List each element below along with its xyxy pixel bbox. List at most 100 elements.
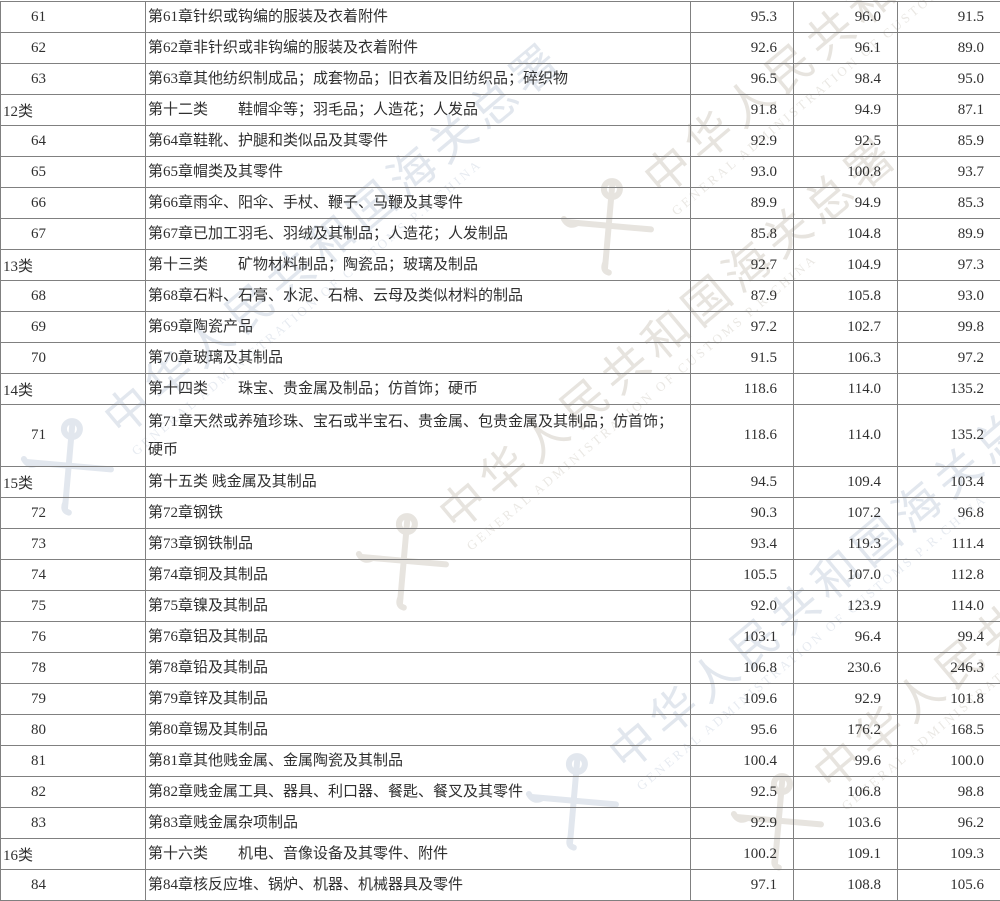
value-1-cell: 94.5 <box>691 467 794 498</box>
value-1-cell: 103.1 <box>691 622 794 653</box>
table-row: 14类 第十四类 珠宝、贵金属及制品；仿首饰；硬币 118.6 114.0 13… <box>1 374 1000 405</box>
table-row: 81 第81章其他贱金属、金属陶瓷及其制品 100.4 99.6 100.0 <box>1 746 1000 777</box>
table-row: 83 第83章贱金属杂项制品 92.9 103.6 96.2 <box>1 808 1000 839</box>
desc-cell: 第67章已加工羽毛、羽绒及其制品；人造花；人发制品 <box>146 219 691 250</box>
table-row: 12类 第十二类 鞋帽伞等；羽毛品；人造花；人发品 91.8 94.9 87.1 <box>1 95 1000 126</box>
desc-cell: 第71章天然或养殖珍珠、宝石或半宝石、贵金属、包贵金属及其制品；仿首饰；硬币 <box>146 405 691 467</box>
desc-cell: 第75章镍及其制品 <box>146 591 691 622</box>
table-row: 64 第64章鞋靴、护腿和类似品及其零件 92.9 92.5 85.9 <box>1 126 1000 157</box>
table-row: 76 第76章铝及其制品 103.1 96.4 99.4 <box>1 622 1000 653</box>
value-2-cell: 114.0 <box>794 374 898 405</box>
code-cell: 74 <box>1 560 146 591</box>
code-cell: 78 <box>1 653 146 684</box>
value-1-cell: 109.6 <box>691 684 794 715</box>
value-2-cell: 109.4 <box>794 467 898 498</box>
value-3-cell: 85.9 <box>898 126 1000 157</box>
value-2-cell: 102.7 <box>794 312 898 343</box>
value-1-cell: 89.9 <box>691 188 794 219</box>
value-2-cell: 94.9 <box>794 188 898 219</box>
code-cell: 70 <box>1 343 146 374</box>
value-1-cell: 100.4 <box>691 746 794 777</box>
code-cell: 76 <box>1 622 146 653</box>
value-1-cell: 92.0 <box>691 591 794 622</box>
code-cell: 72 <box>1 498 146 529</box>
value-3-cell: 103.4 <box>898 467 1000 498</box>
desc-cell: 第十二类 鞋帽伞等；羽毛品；人造花；人发品 <box>146 95 691 126</box>
value-3-cell: 101.8 <box>898 684 1000 715</box>
value-2-cell: 106.3 <box>794 343 898 374</box>
table-row: 74 第74章铜及其制品 105.5 107.0 112.8 <box>1 560 1000 591</box>
value-2-cell: 108.8 <box>794 870 898 901</box>
code-cell: 15类 <box>1 467 146 498</box>
code-cell: 66 <box>1 188 146 219</box>
desc-cell: 第76章铝及其制品 <box>146 622 691 653</box>
desc-cell: 第80章锡及其制品 <box>146 715 691 746</box>
value-1-cell: 92.9 <box>691 126 794 157</box>
value-2-cell: 100.8 <box>794 157 898 188</box>
value-3-cell: 100.0 <box>898 746 1000 777</box>
table-row: 16类 第十六类 机电、音像设备及其零件、附件 100.2 109.1 109.… <box>1 839 1000 870</box>
table-row: 75 第75章镍及其制品 92.0 123.9 114.0 <box>1 591 1000 622</box>
value-1-cell: 87.9 <box>691 281 794 312</box>
value-3-cell: 87.1 <box>898 95 1000 126</box>
value-3-cell: 93.7 <box>898 157 1000 188</box>
table-row: 65 第65章帽类及其零件 93.0 100.8 93.7 <box>1 157 1000 188</box>
desc-cell: 第63章其他纺织制成品；成套物品；旧衣着及旧纺织品；碎织物 <box>146 64 691 95</box>
value-2-cell: 109.1 <box>794 839 898 870</box>
code-cell: 63 <box>1 64 146 95</box>
table-row: 84 第84章核反应堆、锅炉、机器、机械器具及零件 97.1 108.8 105… <box>1 870 1000 901</box>
code-cell: 67 <box>1 219 146 250</box>
value-2-cell: 107.2 <box>794 498 898 529</box>
value-3-cell: 135.2 <box>898 405 1000 467</box>
table-row: 70 第70章玻璃及其制品 91.5 106.3 97.2 <box>1 343 1000 374</box>
code-cell: 12类 <box>1 95 146 126</box>
table-row: 72 第72章钢铁 90.3 107.2 96.8 <box>1 498 1000 529</box>
value-3-cell: 91.5 <box>898 2 1000 33</box>
table-row: 79 第79章锌及其制品 109.6 92.9 101.8 <box>1 684 1000 715</box>
value-2-cell: 96.4 <box>794 622 898 653</box>
value-1-cell: 92.5 <box>691 777 794 808</box>
value-2-cell: 96.1 <box>794 33 898 64</box>
code-cell: 69 <box>1 312 146 343</box>
value-2-cell: 106.8 <box>794 777 898 808</box>
code-cell: 80 <box>1 715 146 746</box>
desc-cell: 第68章石料、石膏、水泥、石棉、云母及类似材料的制品 <box>146 281 691 312</box>
desc-cell: 第78章铅及其制品 <box>146 653 691 684</box>
value-1-cell: 92.9 <box>691 808 794 839</box>
value-3-cell: 93.0 <box>898 281 1000 312</box>
value-1-cell: 91.8 <box>691 95 794 126</box>
table-row: 62 第62章非针织或非钩编的服装及衣着附件 92.6 96.1 89.0 <box>1 33 1000 64</box>
code-cell: 65 <box>1 157 146 188</box>
value-3-cell: 114.0 <box>898 591 1000 622</box>
desc-cell: 第62章非针织或非钩编的服装及衣着附件 <box>146 33 691 64</box>
desc-cell: 第72章钢铁 <box>146 498 691 529</box>
value-2-cell: 176.2 <box>794 715 898 746</box>
table-row: 63 第63章其他纺织制成品；成套物品；旧衣着及旧纺织品；碎织物 96.5 98… <box>1 64 1000 95</box>
value-1-cell: 85.8 <box>691 219 794 250</box>
table-row: 71 第71章天然或养殖珍珠、宝石或半宝石、贵金属、包贵金属及其制品；仿首饰；硬… <box>1 405 1000 467</box>
value-2-cell: 105.8 <box>794 281 898 312</box>
value-3-cell: 105.6 <box>898 870 1000 901</box>
table-row: 69 第69章陶瓷产品 97.2 102.7 99.8 <box>1 312 1000 343</box>
value-1-cell: 91.5 <box>691 343 794 374</box>
value-3-cell: 99.8 <box>898 312 1000 343</box>
table-row: 68 第68章石料、石膏、水泥、石棉、云母及类似材料的制品 87.9 105.8… <box>1 281 1000 312</box>
desc-cell: 第十六类 机电、音像设备及其零件、附件 <box>146 839 691 870</box>
desc-cell: 第61章针织或钩编的服装及衣着附件 <box>146 2 691 33</box>
value-1-cell: 93.0 <box>691 157 794 188</box>
table-row: 82 第82章贱金属工具、器具、利口器、餐匙、餐叉及其零件 92.5 106.8… <box>1 777 1000 808</box>
table-row: 15类 第十五类 贱金属及其制品 94.5 109.4 103.4 <box>1 467 1000 498</box>
code-cell: 61 <box>1 2 146 33</box>
value-1-cell: 97.2 <box>691 312 794 343</box>
value-1-cell: 93.4 <box>691 529 794 560</box>
value-3-cell: 135.2 <box>898 374 1000 405</box>
value-2-cell: 104.8 <box>794 219 898 250</box>
value-1-cell: 118.6 <box>691 374 794 405</box>
value-1-cell: 97.1 <box>691 870 794 901</box>
value-1-cell: 106.8 <box>691 653 794 684</box>
desc-cell: 第82章贱金属工具、器具、利口器、餐匙、餐叉及其零件 <box>146 777 691 808</box>
value-2-cell: 98.4 <box>794 64 898 95</box>
value-1-cell: 90.3 <box>691 498 794 529</box>
